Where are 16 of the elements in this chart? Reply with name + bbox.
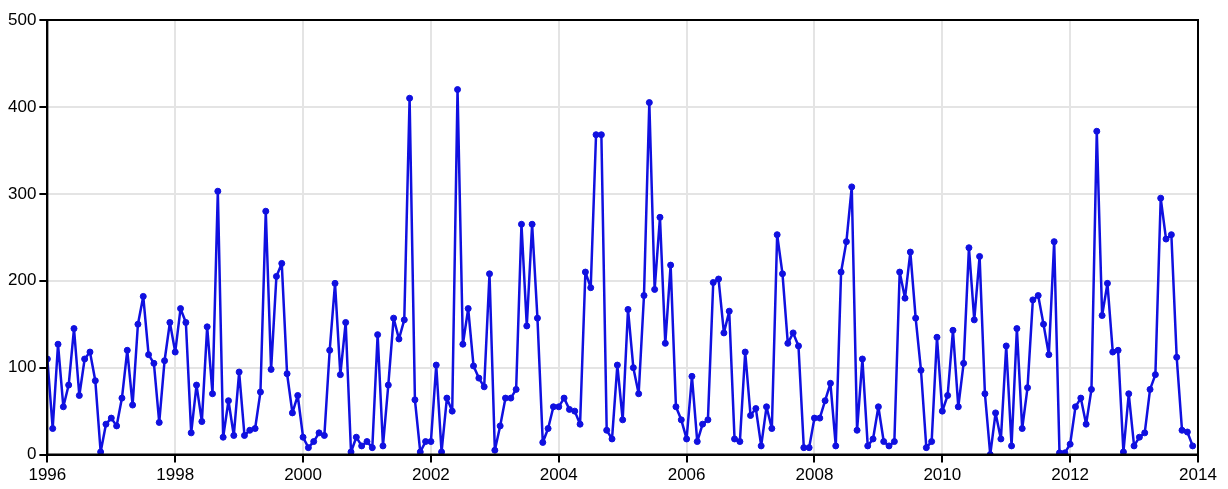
x-tick-label: 2008	[795, 465, 834, 485]
x-tick-label: 1998	[156, 465, 195, 485]
y-tick-label: 500	[7, 9, 37, 29]
x-tick-label: 2012	[1051, 465, 1090, 485]
y-tick-label: 400	[7, 96, 37, 116]
x-tick-label: 2002	[412, 465, 450, 485]
y-tick-label: 300	[7, 183, 37, 203]
x-tick-label: 2010	[923, 465, 962, 485]
x-tick-label: 2000	[284, 465, 322, 485]
x-tick-label: 1996	[28, 465, 67, 485]
x-tick-label: 2004	[539, 465, 578, 485]
y-tick-label: 100	[7, 357, 37, 377]
y-tick-label: 200	[7, 270, 37, 290]
x-tick-label: 2014	[1179, 465, 1217, 485]
x-tick-label: 2006	[667, 465, 706, 485]
y-tick-label: 0	[26, 444, 37, 464]
